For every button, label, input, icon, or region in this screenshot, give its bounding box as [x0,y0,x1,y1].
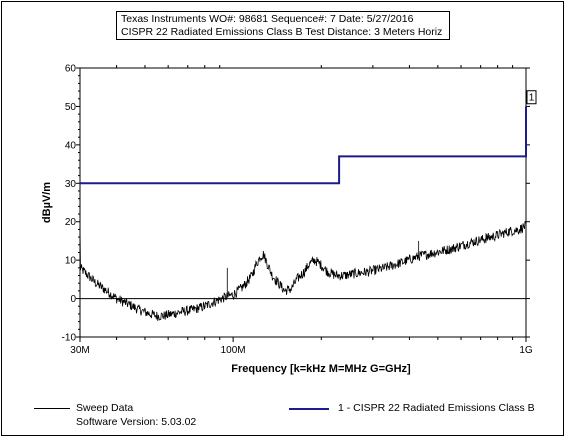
x-axis-title: Frequency [k=kHz M=MHz G=GHz] [231,363,411,375]
header-box: Texas Instruments WO#: 98681 Sequence#: … [116,11,450,40]
sweep-data-line [79,220,527,321]
y-tick-label: -10 [62,333,77,344]
y-tick-label: 60 [65,64,77,75]
y-tick-label: 50 [65,102,77,113]
y-tick-label: 10 [65,256,77,267]
legend-limit-label: 1 - CISPR 22 Radiated Emissions Class B [338,402,535,414]
x-tick-label: 100M [221,345,246,356]
x-tick-label: 1G [519,345,533,356]
y-tick-label: 0 [70,294,76,305]
legend-sweep-label: Sweep Data [76,402,134,414]
plot-area [79,67,527,338]
legend-sweep-swatch [34,408,70,409]
limit-line [80,106,527,185]
limit-marker-label: 1 [529,93,535,104]
y-tick-label: 40 [65,140,77,151]
y-tick-label: 20 [65,217,77,228]
y-tick-label: 30 [65,179,77,190]
header-line-2: CISPR 22 Radiated Emissions Class B Test… [121,26,443,38]
software-version: Software Version: 5.03.02 [76,416,197,428]
limit-marker-box [526,90,537,105]
x-tick-label: 30M [70,345,89,356]
y-axis-title: dBµV/m [41,182,53,223]
header-line-1: Texas Instruments WO#: 98681 Sequence#: … [121,13,414,25]
legend: Sweep Data Software Version: 5.03.02 1 -… [0,402,567,432]
legend-limit-swatch [289,408,329,410]
emissions-chart: -10 0 10 20 30 40 50 60 30M 100M 1G Frequency [k=kH… [41,64,537,375]
